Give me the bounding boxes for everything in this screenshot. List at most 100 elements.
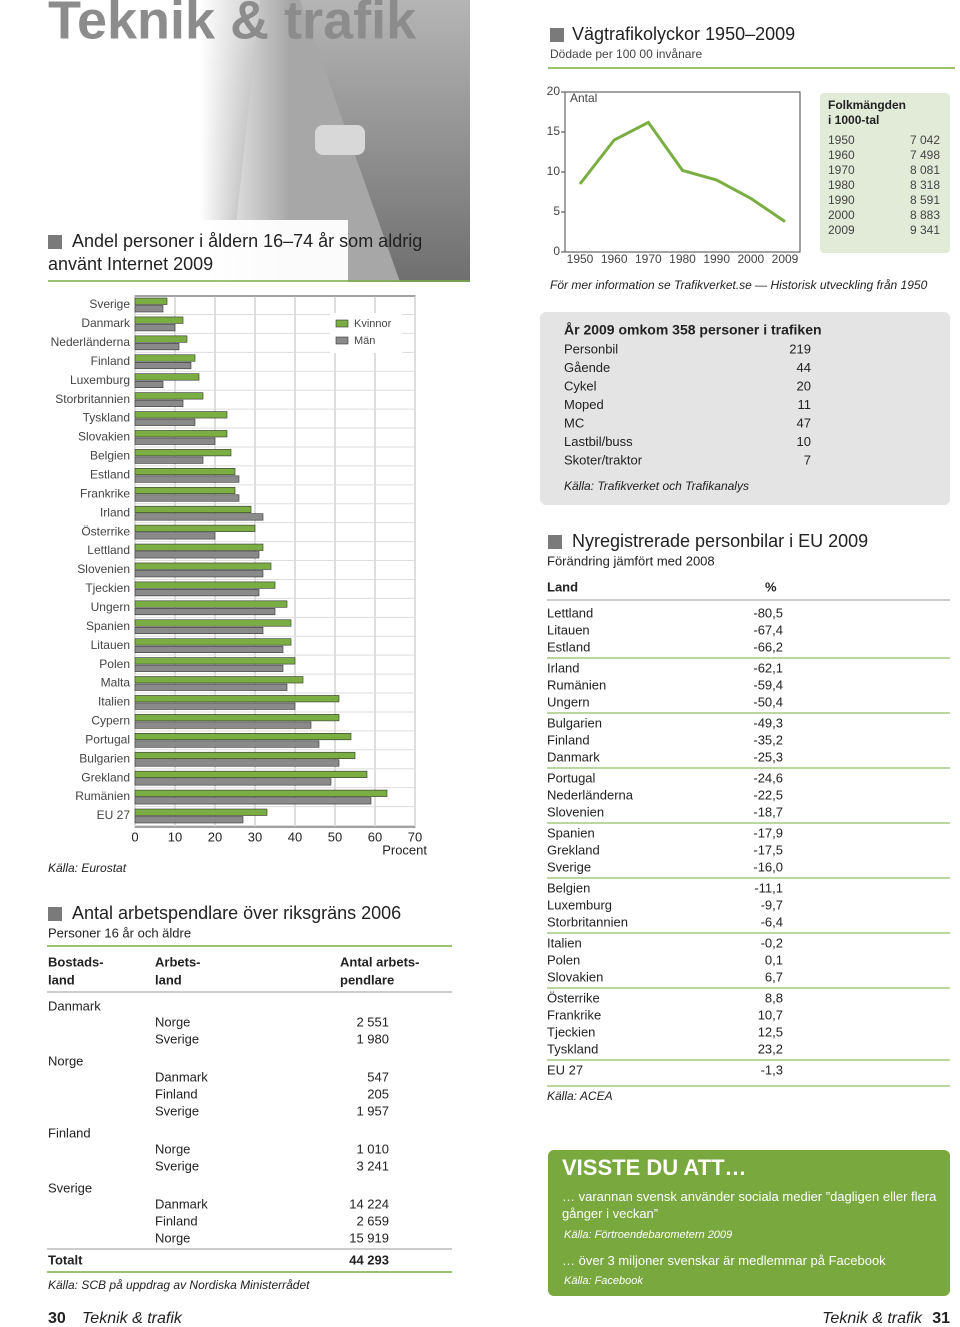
work-country: Finland (155, 1213, 198, 1228)
country: Tyskland (547, 1041, 598, 1056)
home-country: Norge (48, 1053, 83, 1068)
category-label: Österrike (81, 524, 130, 538)
bar (134, 380, 164, 389)
category-label: EU 27 (97, 808, 131, 822)
country: Belgien (547, 880, 590, 895)
category-label: Malta (101, 676, 131, 690)
source: Källa: ACEA (547, 1089, 613, 1103)
change: 0,1 (765, 952, 783, 967)
commuter-count: 14 224 (349, 1196, 389, 1211)
category-label: Rumänien (75, 789, 130, 803)
home-country: Sverige (48, 1180, 92, 1195)
work-country: Sverige (155, 1158, 199, 1173)
count: 7 (804, 452, 811, 467)
bar (134, 513, 264, 521)
bar (134, 399, 184, 407)
count: 47 (797, 415, 811, 430)
population-value: 8 081 (910, 163, 940, 177)
chart-title: Vägtrafikolyckor 1950–2009 (572, 24, 795, 44)
work-country: Norge (155, 1230, 190, 1245)
country: Portugal (547, 770, 596, 785)
bar (134, 676, 304, 684)
country: Ungern (547, 694, 590, 709)
bar (134, 702, 296, 710)
work-country: Sverige (155, 1031, 199, 1046)
change: -66,2 (753, 639, 783, 654)
change: -59,4 (753, 677, 783, 692)
category-label: Irland (100, 505, 130, 519)
population-value: 8 883 (910, 208, 940, 222)
bar (134, 354, 196, 362)
country: Estland (547, 639, 590, 654)
category-label: Cypern (91, 714, 130, 728)
bar (134, 456, 204, 464)
category: Gående (564, 360, 610, 375)
work-country: Finland (155, 1086, 198, 1101)
change: 6,7 (765, 969, 783, 984)
category: Lastbil/buss (564, 434, 633, 449)
bar (134, 449, 232, 457)
country: Finland (547, 732, 590, 747)
box-title: VISSTE DU ATT… (562, 1155, 747, 1180)
work-country: Danmark (155, 1196, 208, 1211)
column-header: land (155, 972, 182, 987)
bar (134, 335, 188, 343)
note: För mer information se Trafikverket.se —… (550, 278, 928, 292)
category: Cykel (564, 378, 597, 393)
x-tick-label: 70 (408, 829, 422, 844)
plot-area (564, 91, 801, 253)
x-tick-label: 0 (131, 829, 138, 844)
change: -16,0 (753, 859, 783, 874)
country: Danmark (547, 749, 600, 764)
bar (134, 714, 340, 722)
legend-label: Män (354, 335, 375, 347)
country: EU 27 (547, 1062, 583, 1077)
x-tick-label: 2009 (772, 252, 799, 266)
bar (134, 797, 372, 805)
bar (134, 297, 168, 305)
commuter-count: 2 659 (356, 1213, 389, 1228)
x-tick-label: 10 (168, 829, 182, 844)
year: 1950 (828, 133, 855, 147)
category-label: Ungern (91, 600, 130, 614)
line (578, 120, 786, 223)
change: 23,2 (758, 1041, 783, 1056)
bar (134, 789, 388, 797)
section-marker (548, 535, 562, 549)
y-tick-label: 10 (547, 164, 561, 178)
category-label: Tjeckien (85, 581, 130, 595)
work-country: Norge (155, 1141, 190, 1156)
change: -17,9 (753, 825, 783, 840)
total-label: Totalt (48, 1252, 83, 1267)
source: Källa: Eurostat (48, 861, 127, 875)
x-tick-label: 1960 (601, 252, 628, 266)
bar (134, 570, 264, 578)
bar (134, 437, 216, 445)
total-value: 44 293 (349, 1252, 389, 1267)
work-country: Danmark (155, 1069, 208, 1084)
category-label: Sverige (89, 297, 130, 311)
country: Sverige (547, 859, 591, 874)
bar (134, 770, 368, 778)
change: -80,5 (753, 605, 783, 620)
country: Irland (547, 660, 580, 675)
commuter-count: 1 957 (356, 1103, 389, 1118)
legend-swatch (335, 319, 349, 328)
persons-box (540, 312, 950, 505)
box-title: År 2009 omkom 358 personer i trafiken (564, 322, 822, 338)
change: -25,3 (753, 749, 783, 764)
source: Källa: Förtroendebarometern 2009 (564, 1229, 732, 1241)
commuter-count: 1 980 (356, 1031, 389, 1046)
page-number: 31 (932, 1310, 950, 1327)
column-header: Antal arbets- (340, 954, 419, 969)
category-label: Slovakien (78, 430, 130, 444)
change: -1,3 (761, 1062, 783, 1077)
legend-swatch (335, 336, 349, 345)
category-label: Finland (91, 354, 130, 368)
x-tick-label: 1970 (635, 252, 662, 266)
commuter-count: 205 (367, 1086, 389, 1101)
bar (134, 505, 252, 513)
source: Källa: Trafikverket och Trafikanalys (564, 479, 749, 493)
bar (134, 562, 272, 570)
